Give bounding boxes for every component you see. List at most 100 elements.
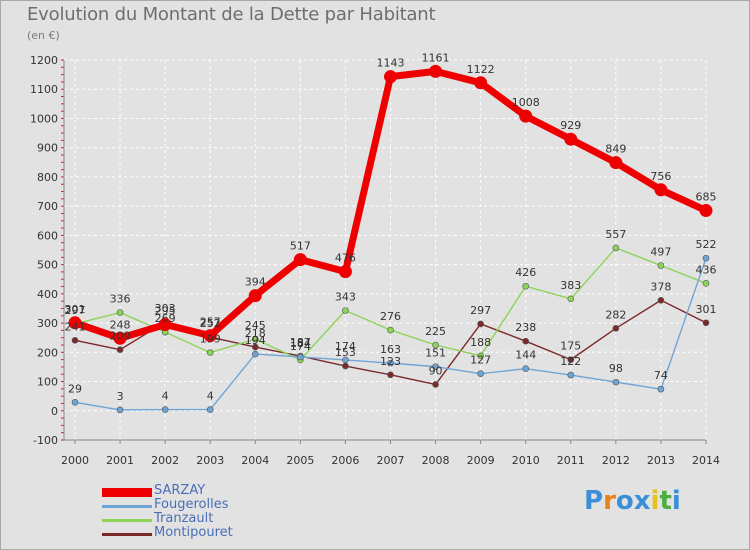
data-label: 497	[650, 245, 671, 258]
data-point	[432, 363, 439, 370]
data-label: 282	[605, 308, 626, 321]
data-label: 394	[245, 276, 266, 289]
data-label: 209	[110, 330, 131, 343]
data-point	[432, 341, 439, 349]
data-point	[477, 370, 484, 377]
data-label: 127	[470, 354, 491, 367]
data-label: 3	[117, 390, 124, 403]
data-point	[564, 132, 578, 146]
data-point	[206, 406, 214, 413]
data-point	[429, 64, 443, 78]
data-label: 74	[654, 369, 668, 382]
data-point	[702, 280, 710, 287]
y-tick-label: 1000	[30, 112, 58, 125]
x-tick-label: 2001	[106, 454, 134, 467]
data-label: 276	[380, 310, 401, 323]
data-label: 297	[470, 304, 491, 317]
data-label: 297	[65, 304, 86, 317]
data-label: 295	[155, 305, 176, 318]
legend-item-tranzault: Tranzault	[102, 511, 302, 527]
x-tick-label: 2003	[196, 454, 224, 467]
data-label: 4	[207, 390, 214, 403]
legend-label: Tranzault	[154, 511, 214, 526]
data-label: 301	[696, 303, 717, 316]
data-label: 238	[515, 321, 536, 334]
data-point	[297, 353, 304, 361]
data-label: 194	[245, 334, 266, 347]
data-point	[206, 349, 214, 356]
data-label: 257	[200, 316, 221, 329]
x-tick-label: 2012	[602, 454, 630, 467]
x-tick-label: 2002	[151, 454, 179, 467]
data-point	[116, 309, 124, 316]
legend-label: Fougerolles	[154, 497, 229, 512]
chart-subtitle: (en €)	[27, 29, 60, 42]
data-label: 378	[650, 280, 671, 293]
data-label: 436	[696, 263, 717, 276]
data-label: 225	[425, 325, 446, 338]
data-label: 241	[65, 320, 86, 333]
data-label: 685	[696, 191, 717, 204]
data-label: 336	[110, 293, 131, 306]
legend-label: SARZAY	[154, 483, 206, 498]
data-label: 929	[560, 119, 581, 132]
data-label: 1122	[467, 63, 495, 76]
data-point	[432, 381, 439, 388]
data-point	[387, 371, 394, 379]
data-label: 248	[110, 318, 131, 331]
x-tick-label: 2009	[467, 454, 495, 467]
data-point	[342, 307, 349, 314]
y-tick-label: 300	[37, 317, 58, 330]
data-point	[612, 244, 620, 252]
data-label: 517	[290, 240, 311, 253]
data-point	[384, 70, 397, 84]
y-tick-label: 800	[37, 171, 58, 184]
data-point	[116, 346, 124, 353]
data-point	[338, 265, 352, 279]
y-tick-label: 400	[37, 288, 58, 301]
data-point	[251, 350, 259, 358]
data-label: 476	[335, 252, 356, 265]
data-point	[71, 398, 79, 406]
data-point	[612, 325, 620, 332]
data-label: 1008	[512, 96, 540, 109]
data-point	[699, 204, 713, 218]
data-point	[203, 329, 217, 343]
x-tick-label: 2010	[512, 454, 540, 467]
y-tick-label: 1200	[30, 54, 58, 67]
data-point	[116, 406, 124, 414]
data-point	[342, 356, 349, 364]
x-tick-label: 2008	[422, 454, 450, 467]
legend-label: Montipouret	[154, 525, 233, 540]
y-tick-label: 200	[37, 346, 58, 359]
proxiti-logo: Proxiti	[584, 486, 681, 516]
data-label: 756	[650, 170, 671, 183]
x-tick-label: 2005	[286, 454, 314, 467]
y-tick-label: 100	[37, 376, 58, 389]
data-point	[251, 343, 259, 351]
data-label: 426	[515, 266, 536, 279]
y-tick-label: 1100	[30, 83, 58, 96]
data-label: 175	[560, 340, 581, 353]
data-label: 343	[335, 291, 356, 304]
data-point	[657, 296, 665, 304]
data-point	[522, 337, 530, 345]
logo-letter: i	[650, 486, 660, 516]
data-label: 153	[335, 346, 356, 359]
logo-letter: o	[615, 486, 634, 516]
data-point	[158, 318, 172, 332]
data-label: 557	[605, 228, 626, 241]
data-label: 174	[290, 340, 311, 353]
y-tick-label: 0	[51, 405, 58, 418]
logo-letter: x	[633, 486, 651, 516]
data-label: 218	[245, 327, 266, 340]
data-point	[477, 352, 484, 360]
data-label: 522	[696, 238, 717, 251]
data-point	[702, 319, 710, 327]
y-tick-label: 600	[37, 229, 58, 242]
data-label: 29	[68, 382, 82, 395]
x-tick-label: 2013	[647, 454, 675, 467]
legend-item-sarzay: SARZAY	[102, 483, 302, 499]
logo-letter: r	[603, 486, 616, 516]
